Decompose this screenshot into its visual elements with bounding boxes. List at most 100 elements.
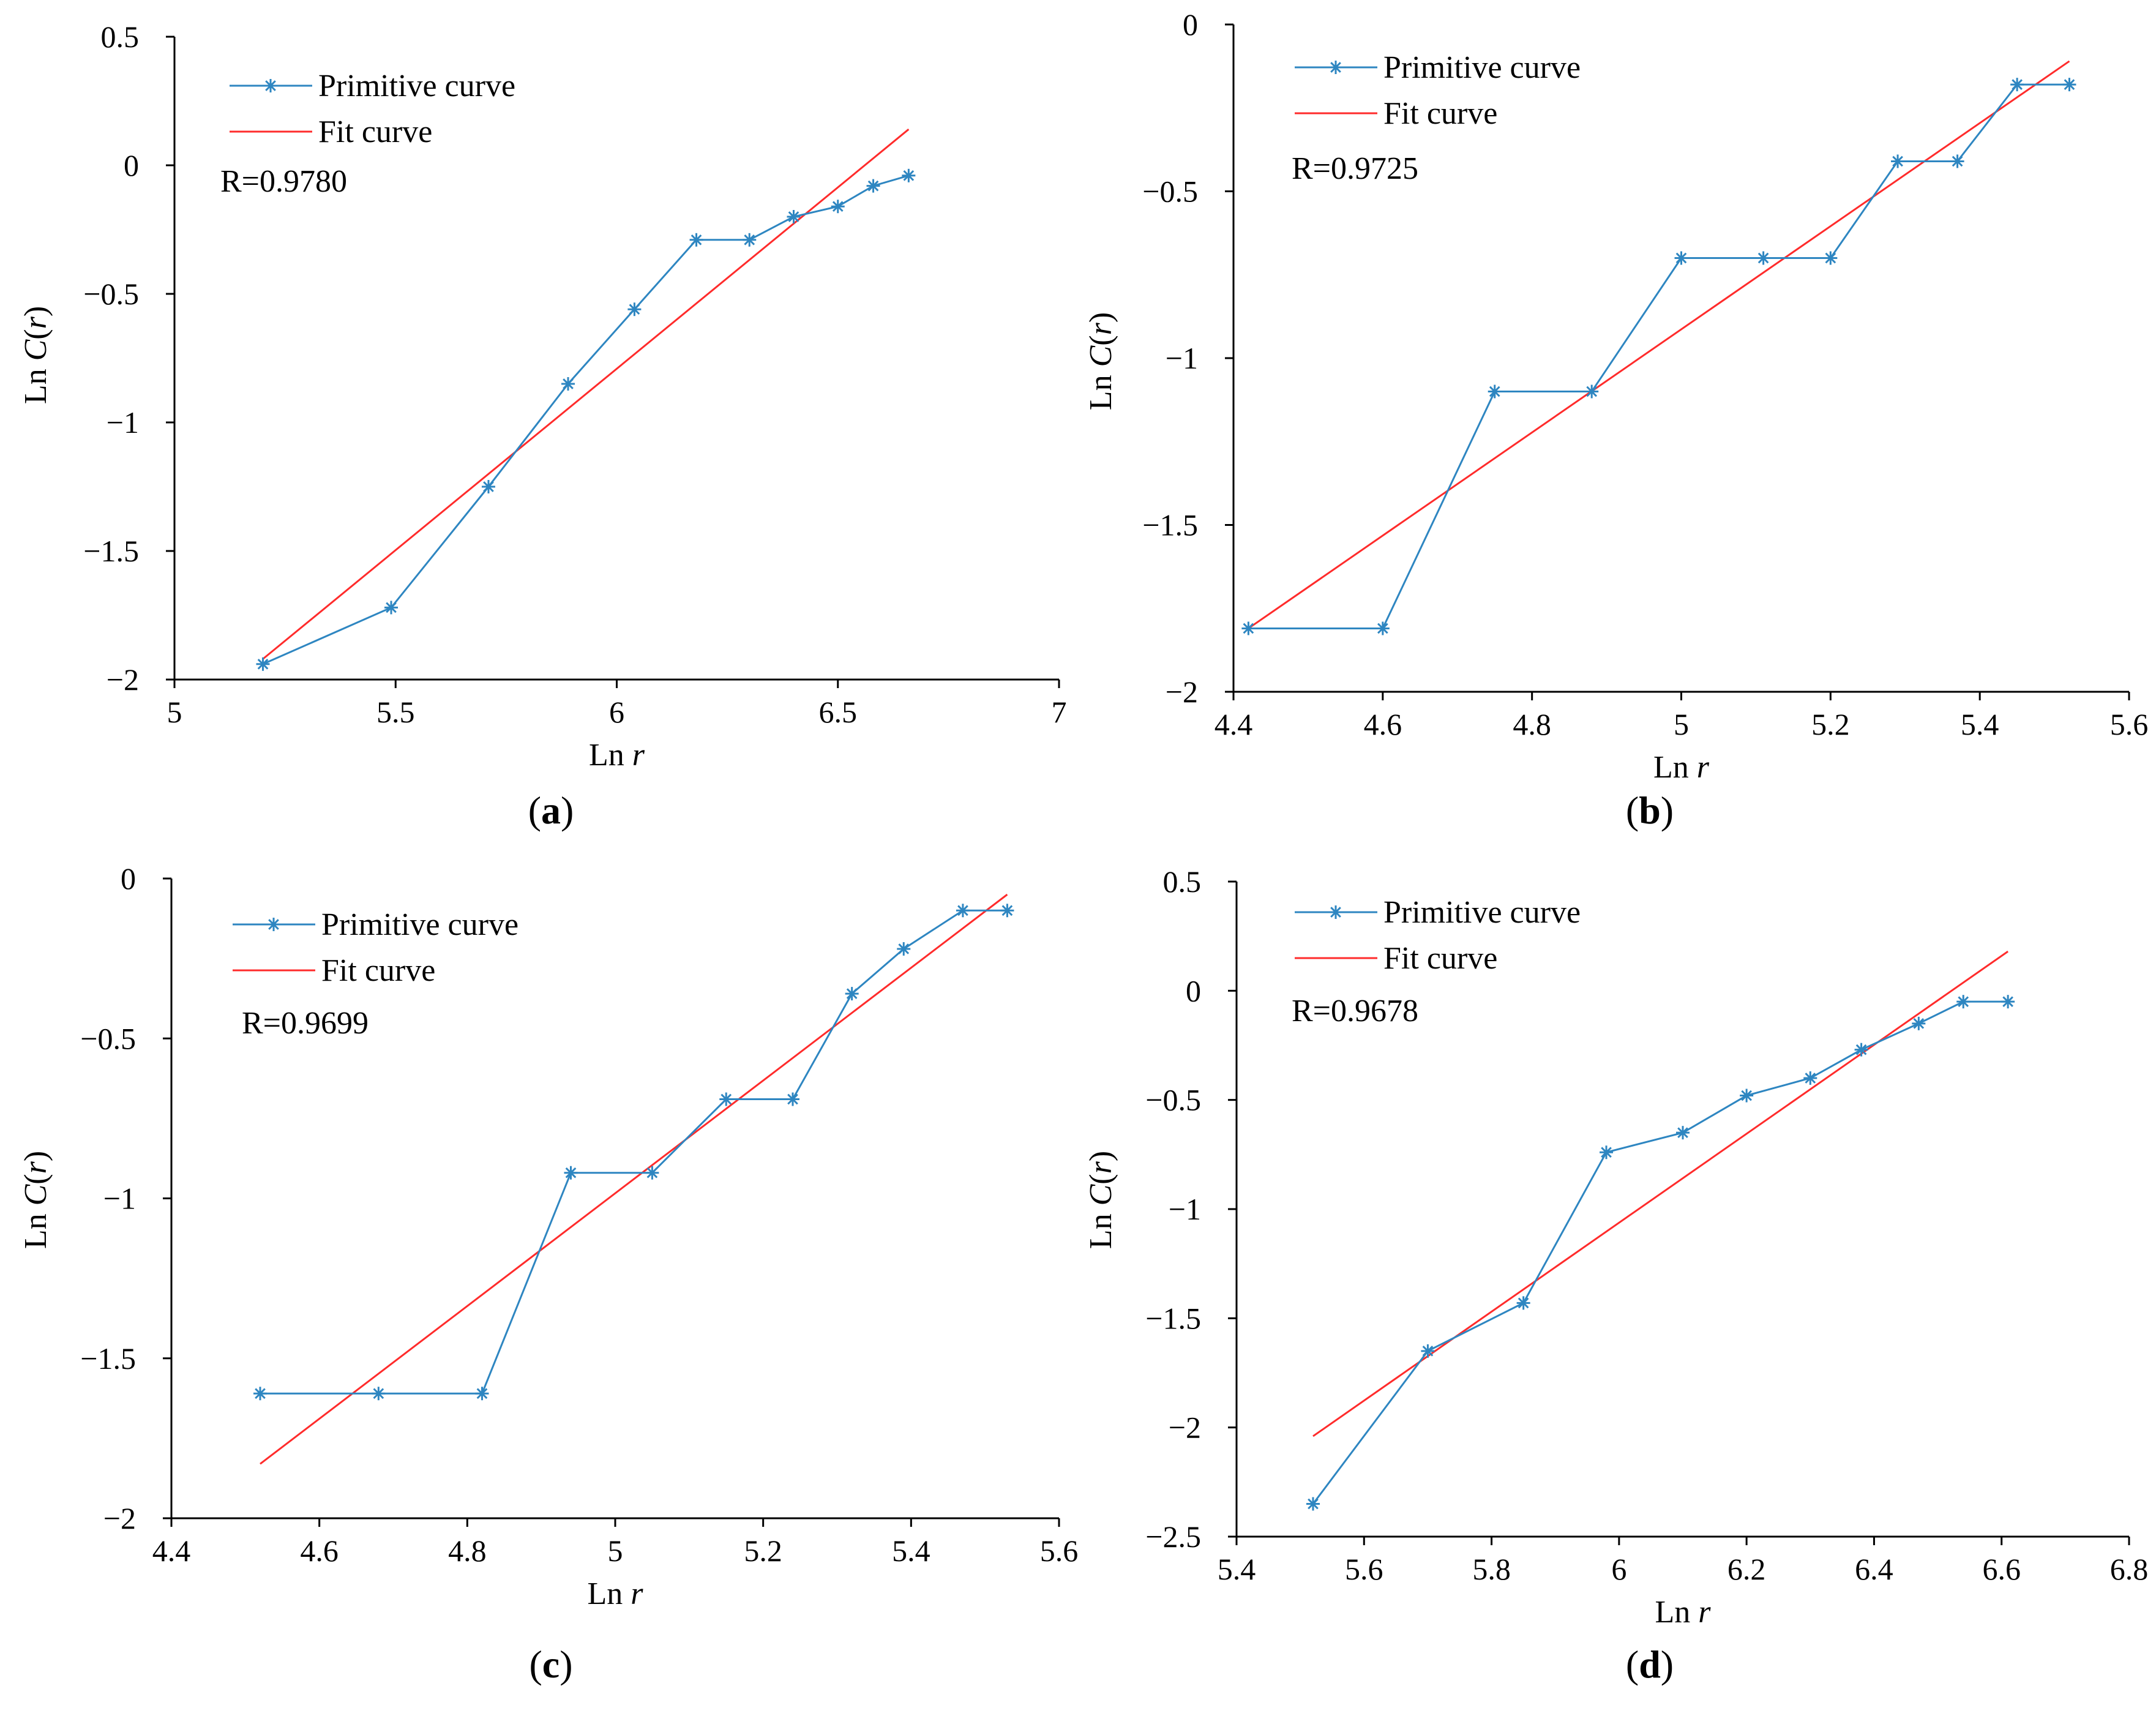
y-tick-label: −2	[103, 1501, 136, 1535]
y-tick-label: −1	[103, 1182, 136, 1216]
x-tick-label: 6.6	[1982, 1552, 2021, 1586]
marker-c-9	[956, 904, 970, 918]
legend-primitive-label: Primitive curve	[321, 907, 518, 942]
r-value-label: R=0.9780	[220, 164, 347, 199]
series-primitive-line	[262, 174, 909, 665]
x-tick-label: 5.6	[1345, 1552, 1383, 1586]
marker-d-9	[1956, 995, 1971, 1009]
y-tick-label: 0	[1183, 7, 1198, 42]
marker-c-2	[475, 1387, 489, 1401]
y-tick-label: −1.5	[83, 534, 139, 568]
marker-b-9	[2010, 78, 2024, 92]
chart-b: −2 −1.5 −1 −0.5 0 4.4 4.6 4.8 5 5.2 5.4 5.6 Ln r Ln C…	[1084, 7, 2148, 832]
marker-c-1	[372, 1387, 386, 1401]
r-value-label: R=0.9725	[1292, 151, 1418, 186]
y-axis-label: Ln C(r)	[18, 306, 53, 404]
y-tick-label: 0	[121, 861, 136, 896]
marker-b-6	[1824, 251, 1838, 265]
x-tick-label: 5.6	[2110, 707, 2149, 741]
panel-caption: (d)	[1626, 1643, 1674, 1686]
panel-caption: (c)	[529, 1643, 572, 1686]
chart-d: −2.5 −2 −1.5 −1 −0.5 0 0.5 5.4 5.6 5.8 6 6.2 6.4 6.6 6…	[1084, 864, 2148, 1686]
y-axis-label: Ln C(r)	[1084, 1151, 1118, 1249]
x-tick-label: 5	[1674, 707, 1689, 741]
y-tick-label: −1	[107, 405, 139, 440]
x-tick-label: 5.5	[376, 695, 415, 729]
marker-a-4	[627, 302, 642, 317]
marker-b-8	[1950, 154, 1964, 168]
chart-c: −2 −1.5 −1 −0.5 0 4.4 4.6 4.8 5 5.2 5.4 5.6 Ln r Ln C…	[18, 861, 1078, 1686]
y-tick-label: −0.5	[1142, 174, 1198, 209]
legend-primitive-label: Primitive curve	[1383, 895, 1581, 930]
marker-b-1	[1376, 621, 1390, 635]
y-tick-label: −1.5	[1145, 1301, 1201, 1335]
y-tick-label: −0.5	[80, 1021, 136, 1055]
series-fit-line	[1312, 950, 2008, 1437]
y-axis-label: Ln C(r)	[1084, 312, 1118, 410]
x-tick-label: 6.4	[1855, 1552, 1893, 1586]
marker-a-1	[384, 601, 399, 615]
marker-b-legend	[1329, 61, 1342, 74]
marker-b-0	[1241, 621, 1256, 635]
series-primitive-line	[1312, 1000, 2008, 1505]
y-tick-label: −2	[1169, 1411, 1201, 1445]
legend-fit-label: Fit curve	[1383, 941, 1497, 976]
x-tick-label: 5.4	[1218, 1552, 1256, 1586]
marker-a-legend	[264, 79, 277, 92]
marker-a-9	[866, 179, 880, 193]
marker-c-7	[845, 987, 859, 1001]
marker-d-5	[1740, 1088, 1754, 1103]
x-tick-label: 4.6	[1364, 707, 1402, 741]
y-tick-label: −2	[107, 662, 139, 697]
marker-d-2	[1516, 1296, 1530, 1310]
x-axis-label: Ln r	[1653, 750, 1710, 785]
r-value-label: R=0.9699	[242, 1006, 369, 1041]
panel-caption: (b)	[1626, 789, 1674, 832]
legend: Primitive curve Fit curve	[1295, 895, 1581, 976]
x-tick-label: 5.2	[1811, 707, 1850, 741]
y-tick-label: 0	[124, 148, 139, 182]
x-tick-label: 7	[1052, 695, 1067, 729]
marker-a-3	[561, 377, 575, 391]
legend-fit-label: Fit curve	[1383, 96, 1497, 131]
panel-caption: (a)	[528, 789, 574, 832]
x-axis-label: Ln r	[589, 738, 645, 773]
marker-b-10	[2062, 78, 2076, 92]
series-fit-line	[260, 893, 1008, 1465]
x-tick-label: 6.5	[819, 695, 858, 729]
marker-a-7	[787, 210, 801, 223]
marker-b-3	[1585, 384, 1599, 399]
marker-c-5	[719, 1092, 733, 1106]
marker-d-8	[1912, 1016, 1926, 1030]
marker-d-legend	[1329, 905, 1342, 919]
x-tick-label: 5.2	[744, 1534, 782, 1568]
x-tick-label: 6.8	[2110, 1552, 2149, 1586]
chart-a: −2 −1.5 −1 −0.5 0 0.5 5 5.5 6 6.5 7 Ln r Ln C(r) Prim…	[18, 20, 1067, 832]
marker-a-5	[689, 233, 703, 247]
marker-c-8	[897, 942, 911, 956]
y-tick-label: −0.5	[83, 277, 139, 311]
legend: Primitive curve Fit curve	[1295, 50, 1581, 131]
marker-b-5	[1756, 251, 1770, 265]
marker-d-6	[1803, 1071, 1817, 1085]
r-value-label: R=0.9678	[1292, 994, 1418, 1028]
marker-a-2	[481, 480, 495, 493]
marker-d-1	[1421, 1344, 1435, 1358]
x-tick-label: 4.6	[300, 1534, 339, 1568]
marker-d-0	[1306, 1497, 1320, 1511]
marker-c-4	[645, 1166, 659, 1180]
x-tick-label: 5	[608, 1534, 623, 1568]
y-tick-label: −2	[1166, 675, 1198, 709]
x-tick-label: 4.4	[1215, 707, 1253, 741]
y-tick-label: −1	[1169, 1192, 1201, 1226]
x-axis-label: Ln r	[587, 1576, 643, 1611]
y-tick-label: −0.5	[1145, 1083, 1201, 1117]
legend: Primitive curve Fit curve	[230, 69, 515, 149]
marker-c-3	[564, 1166, 578, 1180]
legend-fit-label: Fit curve	[321, 953, 435, 988]
y-tick-label: 0	[1186, 973, 1201, 1008]
y-tick-label: −2.5	[1145, 1519, 1201, 1554]
legend-fit-label: Fit curve	[318, 114, 432, 149]
x-tick-label: 6	[609, 695, 624, 729]
